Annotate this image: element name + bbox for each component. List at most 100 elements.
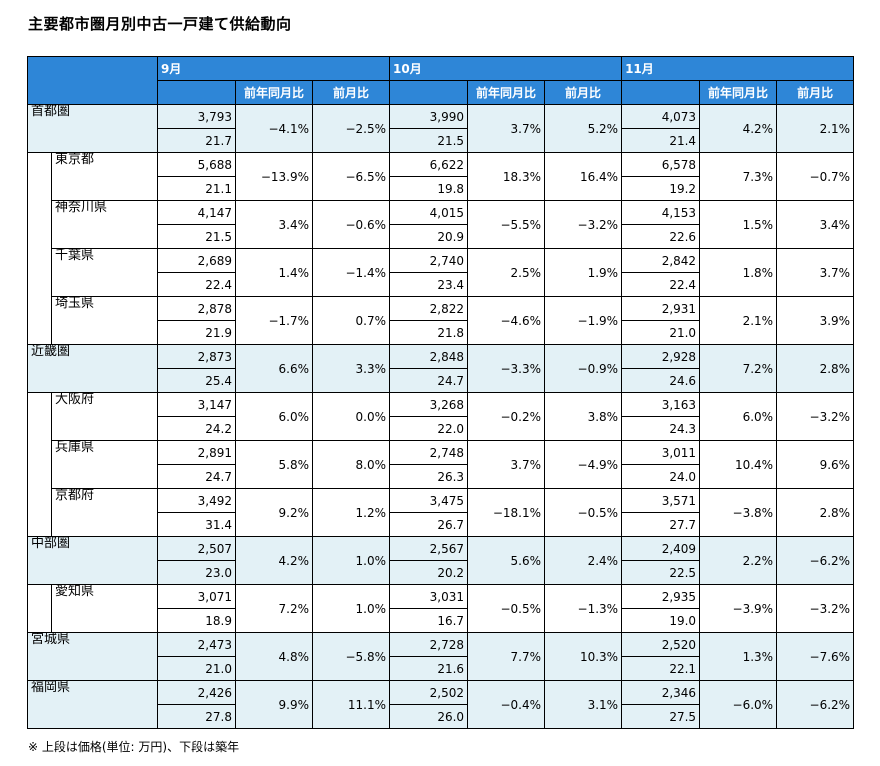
region-name: 近畿圏 — [27, 344, 158, 393]
age-cell: 21.6 — [389, 656, 469, 681]
yoy-cell: 4.2% — [699, 104, 778, 153]
yoy-cell: −5.5% — [467, 200, 546, 249]
table-row-sub: 27.8 26.0 27.5 — [28, 704, 854, 729]
prefecture-name: 神奈川県 — [51, 200, 158, 249]
yoy-cell: −6.0% — [699, 680, 778, 729]
price-cell: 2,873 — [157, 344, 236, 369]
age-cell: 22.1 — [621, 656, 701, 681]
yoy-header: 前年同月比 — [467, 80, 546, 105]
age-cell: 22.4 — [621, 272, 701, 297]
table-row: 埼玉県 2,878 −1.7% 0.7% 2,822 −4.6% −1.9% 2,931 2.1… — [28, 296, 855, 345]
price-cell: 3,071 — [157, 584, 236, 609]
table-row: 中部圏 2,507 4.2% 1.0% 2,567 5.6% 2.4% 2,409 2.2% −6… — [27, 536, 855, 585]
yoy-cell: 3.7% — [467, 104, 546, 153]
mom-header: 前月比 — [311, 80, 391, 105]
age-cell: 20.2 — [389, 560, 469, 585]
indent-spacer — [27, 152, 52, 345]
age-cell: 16.7 — [389, 608, 469, 633]
yoy-cell: 6.0% — [235, 392, 313, 441]
table-row-sub: 21.9 21.8 21.0 — [28, 320, 854, 345]
region-name: 宮城県 — [27, 632, 158, 681]
table-row-sub: 21.0 21.6 22.1 — [28, 656, 854, 681]
price-cell: 3,475 — [389, 488, 469, 513]
age-cell: 20.9 — [389, 224, 469, 249]
price-cell: 2,748 — [389, 440, 469, 465]
mom-cell: 8.0% — [311, 440, 391, 489]
mom-cell: −5.8% — [311, 632, 391, 681]
price-cell: 3,492 — [157, 488, 236, 513]
price-cell: 3,031 — [389, 584, 469, 609]
yoy-cell: 3.7% — [467, 440, 546, 489]
yoy-cell: −4.6% — [467, 296, 546, 345]
price-cell: 2,928 — [621, 344, 701, 369]
yoy-cell: 1.3% — [699, 632, 778, 681]
table-row: 京都府 3,492 9.2% 1.2% 3,475 −18.1% −0.5% 3,571 −3.… — [28, 488, 855, 537]
mom-cell: −4.9% — [544, 440, 623, 489]
mom-cell: 16.4% — [544, 152, 623, 201]
mom-cell: −6.2% — [776, 536, 855, 585]
mom-cell: 2.4% — [544, 536, 623, 585]
yoy-cell: −3.9% — [699, 584, 778, 633]
yoy-cell: 2.2% — [699, 536, 778, 585]
prefecture-name: 東京都 — [51, 152, 158, 201]
age-cell: 21.7 — [157, 128, 236, 153]
price-cell: 3,990 — [389, 104, 469, 129]
yoy-cell: −4.1% — [235, 104, 313, 153]
prefecture-name: 埼玉県 — [51, 296, 158, 345]
month-header-10: 10月 — [389, 56, 623, 81]
price-subheader — [621, 80, 701, 105]
mom-cell: 0.0% — [311, 392, 391, 441]
mom-cell: 10.3% — [544, 632, 623, 681]
table-row: 千葉県 2,689 1.4% −1.4% 2,740 2.5% 1.9% 2,842 1.8% 3… — [28, 248, 855, 297]
mom-cell: 11.1% — [311, 680, 391, 729]
yoy-cell: 2.1% — [699, 296, 778, 345]
price-cell: 4,015 — [389, 200, 469, 225]
yoy-cell: 7.2% — [699, 344, 778, 393]
mom-cell: 1.0% — [311, 584, 391, 633]
table-row-sub: 21.5 20.9 22.6 — [28, 224, 854, 249]
table-row: 福岡県 2,426 9.9% 11.1% 2,502 −0.4% 3.1% 2,346 −6.0… — [27, 680, 855, 729]
age-cell: 21.0 — [621, 320, 701, 345]
age-cell: 21.8 — [389, 320, 469, 345]
month-header-11: 11月 — [621, 56, 855, 81]
age-cell: 21.5 — [389, 128, 469, 153]
yoy-cell: 2.5% — [467, 248, 546, 297]
yoy-cell: 1.4% — [235, 248, 313, 297]
price-cell: 6,622 — [389, 152, 469, 177]
table-row: 愛知県 3,071 7.2% 1.0% 3,031 −0.5% −1.3% 2,935 −3.9… — [27, 584, 855, 633]
price-cell: 2,891 — [157, 440, 236, 465]
prefecture-name: 大阪府 — [51, 392, 158, 441]
price-cell: 2,935 — [621, 584, 701, 609]
yoy-cell: 3.4% — [235, 200, 313, 249]
price-cell: 2,822 — [389, 296, 469, 321]
age-cell: 22.4 — [157, 272, 236, 297]
price-cell: 3,793 — [157, 104, 236, 129]
mom-cell: −3.2% — [544, 200, 623, 249]
price-cell: 2,502 — [389, 680, 469, 705]
mom-cell: 2.8% — [776, 488, 855, 537]
mom-cell: 3.9% — [776, 296, 855, 345]
mom-cell: −3.2% — [776, 584, 855, 633]
mom-cell: −7.6% — [776, 632, 855, 681]
table-row: 宮城県 2,473 4.8% −5.8% 2,728 7.7% 10.3% 2,520 1.3%… — [27, 632, 855, 681]
mom-cell: 1.2% — [311, 488, 391, 537]
table-row: 首都圏 3,793 −4.1% −2.5% 3,990 3.7% 5.2% 4,073 4.2%… — [27, 104, 855, 153]
price-cell: 3,011 — [621, 440, 701, 465]
age-cell: 19.2 — [621, 176, 701, 201]
yoy-cell: 7.3% — [699, 152, 778, 201]
age-cell: 22.6 — [621, 224, 701, 249]
header-corner — [27, 56, 158, 105]
mom-cell: 0.7% — [311, 296, 391, 345]
price-cell: 2,346 — [621, 680, 701, 705]
price-cell: 2,878 — [157, 296, 236, 321]
table-body: 首都圏 3,793 −4.1% −2.5% 3,990 3.7% 5.2% 4,073 4.2%… — [27, 104, 855, 729]
region-name: 福岡県 — [27, 680, 158, 729]
mom-header: 前月比 — [544, 80, 623, 105]
table-row-sub: 23.0 20.2 22.5 — [28, 560, 854, 585]
yoy-cell: −0.4% — [467, 680, 546, 729]
price-cell: 3,268 — [389, 392, 469, 417]
mom-cell: −0.9% — [544, 344, 623, 393]
mom-cell: 3.1% — [544, 680, 623, 729]
sub-header-row: 前年同月比 前月比 前年同月比 前月比 前年同月比 前月比 — [28, 80, 855, 105]
price-cell: 4,147 — [157, 200, 236, 225]
